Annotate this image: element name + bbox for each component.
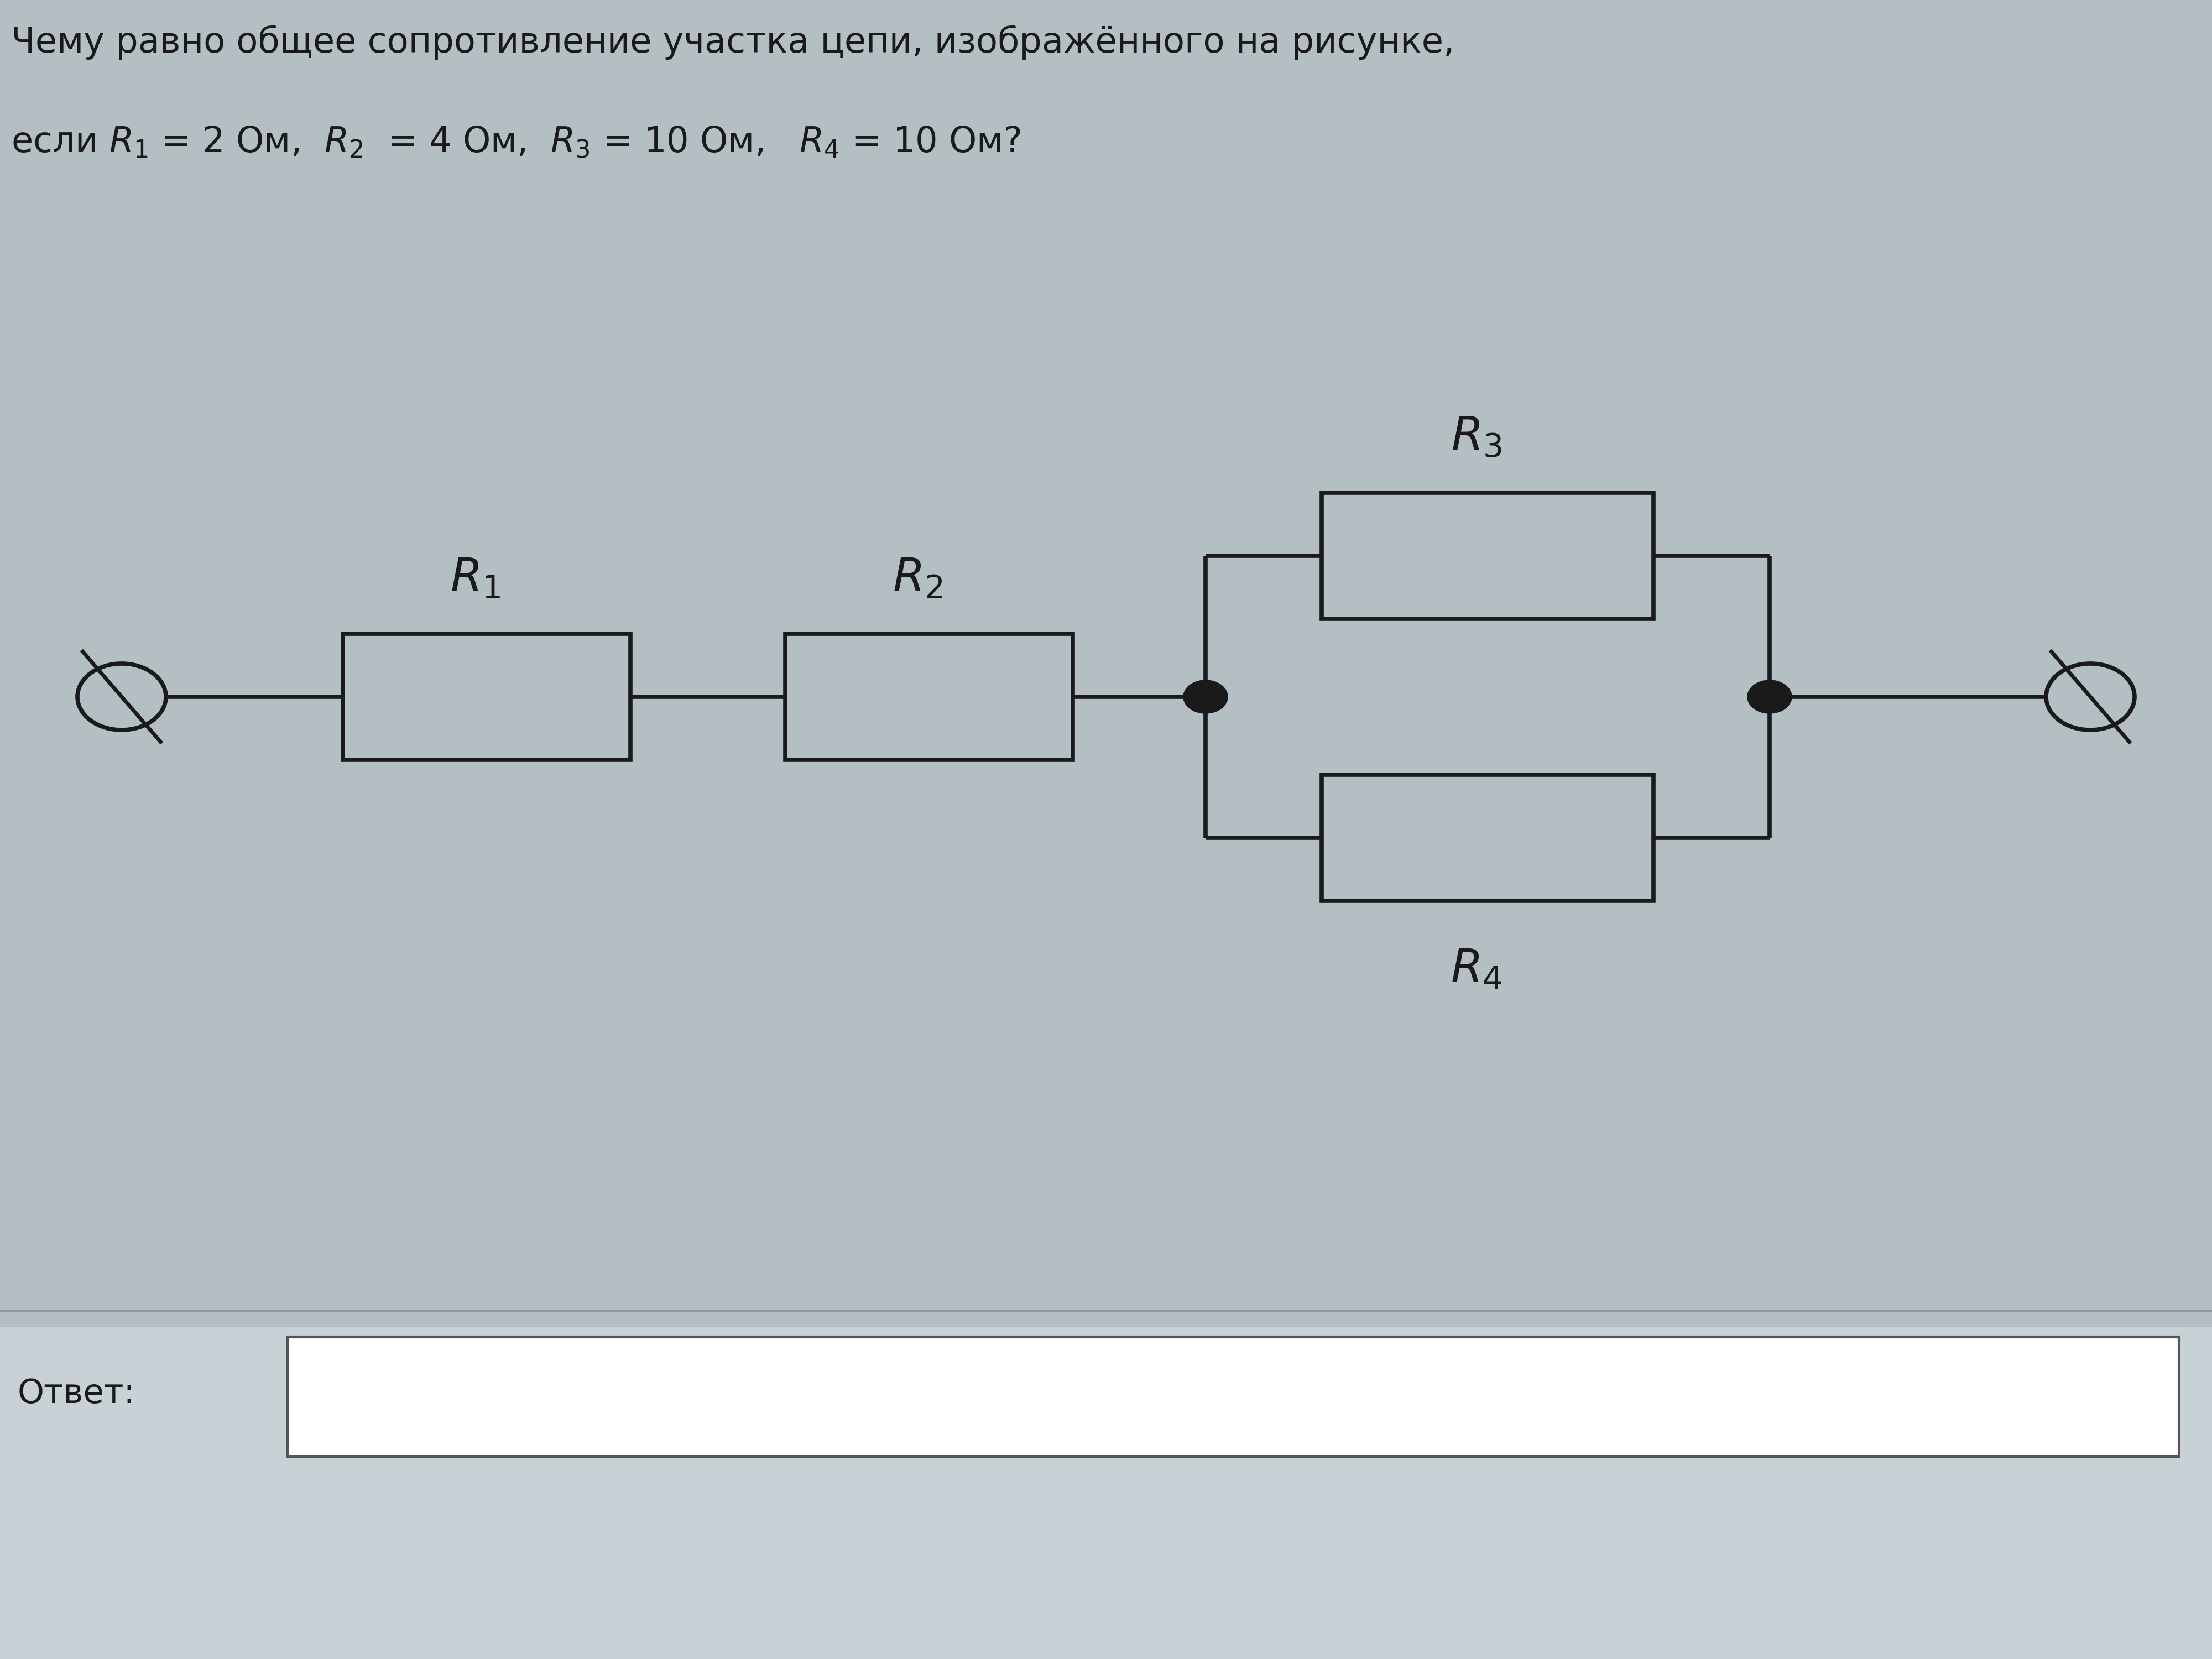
Text: $R_3$: $R_3$ [1451, 415, 1502, 460]
Text: Чему равно общее сопротивление участка цепи, изображённого на рисунке,: Чему равно общее сопротивление участка ц… [11, 25, 1455, 60]
Text: если $R_1$ = 2 Ом,  $R_2$  = 4 Ом,  $R_3$ = 10 Ом,   $R_4$ = 10 Ом?: если $R_1$ = 2 Ом, $R_2$ = 4 Ом, $R_3$ =… [11, 124, 1020, 159]
Text: $R_4$: $R_4$ [1451, 947, 1502, 992]
Bar [343, 634, 630, 760]
Text: $R_1$: $R_1$ [451, 556, 500, 601]
Text: Ответ:: Ответ: [18, 1377, 135, 1410]
Bar [0, 1327, 2212, 1659]
Circle shape [1183, 680, 1228, 713]
Bar [1323, 775, 1655, 901]
Text: $R_2$: $R_2$ [894, 556, 942, 601]
Bar [288, 1337, 2179, 1457]
Circle shape [1747, 680, 1792, 713]
Bar [1323, 493, 1655, 619]
Bar [785, 634, 1073, 760]
